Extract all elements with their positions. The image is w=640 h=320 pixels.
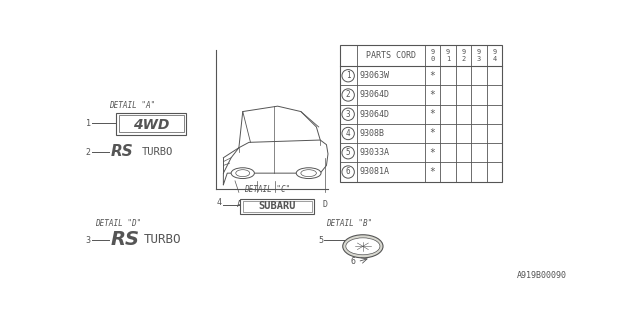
Ellipse shape	[301, 170, 316, 177]
Bar	[243, 201, 312, 212]
Text: 4: 4	[346, 129, 351, 138]
Circle shape	[342, 127, 355, 140]
Circle shape	[342, 166, 355, 178]
Text: DETAIL "C": DETAIL "C"	[244, 185, 291, 194]
Text: 4: 4	[217, 198, 222, 207]
Ellipse shape	[236, 170, 250, 177]
Text: *: *	[429, 129, 436, 139]
Text: 1: 1	[86, 119, 91, 128]
Text: C: C	[273, 200, 278, 209]
Text: 93081A: 93081A	[360, 167, 390, 177]
Text: 9
2: 9 2	[461, 49, 466, 62]
Text: *: *	[429, 167, 436, 177]
Text: D: D	[323, 200, 328, 209]
Ellipse shape	[296, 168, 321, 179]
Text: 3: 3	[346, 110, 351, 119]
Text: 5: 5	[346, 148, 351, 157]
Text: *: *	[429, 148, 436, 158]
Text: 6: 6	[351, 257, 356, 266]
Text: 9
1: 9 1	[446, 49, 451, 62]
Text: DETAIL "B": DETAIL "B"	[326, 219, 372, 228]
Text: 9
0: 9 0	[431, 49, 435, 62]
Text: *: *	[429, 71, 436, 81]
Circle shape	[342, 69, 355, 82]
Bar	[241, 198, 314, 214]
Text: A: A	[236, 200, 241, 209]
Text: DETAIL "D": DETAIL "D"	[95, 219, 141, 228]
Ellipse shape	[346, 238, 380, 255]
Text: 2: 2	[346, 91, 351, 100]
Text: *: *	[429, 109, 436, 119]
Text: 93033A: 93033A	[360, 148, 390, 157]
Text: PARTS CORD: PARTS CORD	[366, 51, 416, 60]
Text: RS: RS	[111, 230, 140, 249]
Text: 4WD: 4WD	[133, 118, 170, 132]
Text: 1: 1	[346, 71, 351, 80]
Text: 93064D: 93064D	[360, 91, 390, 100]
Text: TURBO: TURBO	[143, 233, 181, 246]
Ellipse shape	[231, 168, 254, 179]
Text: TURBO: TURBO	[142, 147, 173, 156]
Text: 9
3: 9 3	[477, 49, 481, 62]
Text: 3: 3	[86, 236, 91, 244]
Text: 93063W: 93063W	[360, 71, 390, 80]
Text: 9
4: 9 4	[493, 49, 497, 62]
Text: A919B00090: A919B00090	[516, 271, 566, 280]
Text: B: B	[254, 200, 259, 209]
Text: 2: 2	[86, 148, 91, 157]
Text: 6: 6	[346, 167, 351, 177]
Text: DETAIL "A": DETAIL "A"	[109, 101, 156, 110]
Bar	[116, 113, 186, 135]
Text: SUBARU: SUBARU	[258, 201, 296, 211]
Text: *: *	[429, 90, 436, 100]
Ellipse shape	[343, 235, 383, 258]
Text: 9308B: 9308B	[360, 129, 385, 138]
Circle shape	[342, 147, 355, 159]
Bar	[119, 116, 184, 132]
Circle shape	[342, 108, 355, 120]
Bar	[340, 44, 502, 182]
Text: 5: 5	[318, 236, 323, 244]
Circle shape	[342, 89, 355, 101]
Text: RS: RS	[111, 144, 134, 159]
Text: 93064D: 93064D	[360, 110, 390, 119]
